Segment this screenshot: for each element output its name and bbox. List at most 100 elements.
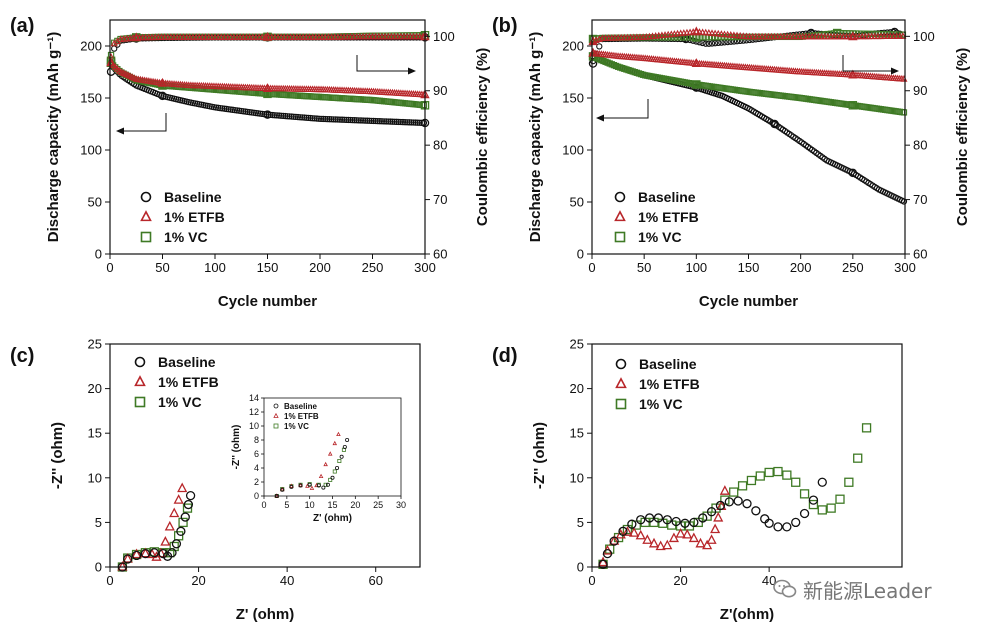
panel-c-y-tick-label: 20: [88, 381, 102, 396]
panel-a-y2-axis-label: Coulombic efficiency (%): [474, 48, 491, 226]
panel-b-point-1-etfb-efficiency: [711, 29, 719, 37]
panel-c-y-tick-label: 5: [95, 515, 102, 530]
panel-d-point-baseline: [644, 513, 655, 523]
panel-b-y2-tick-label: 90: [913, 83, 927, 98]
panel-d-series-1-etfb: [597, 485, 730, 567]
panel-c-y-tick-label: 0: [95, 560, 102, 575]
panel-c-inset-point-baseline: [345, 437, 350, 442]
panel-a-y2-tick-label: 60: [433, 247, 447, 262]
panel-c-inset-point-1-vc: [323, 482, 328, 487]
panel-b-point-1-vc-capacity-key: [692, 80, 701, 89]
panel-b-point-1-etfb-efficiency: [736, 31, 744, 39]
panel-d-point-baseline: [671, 516, 681, 527]
panel-b-x-tick-label: 100: [685, 260, 707, 275]
panel-a-point-baseline-capacity: [416, 119, 423, 126]
panel-b-x-tick-label: 0: [588, 260, 595, 275]
panel-c-inset-point-1-vc: [332, 469, 337, 474]
panel-d-point-1-etfb: [675, 528, 686, 538]
panel-c-point-baseline: [183, 499, 194, 510]
panel-c-inset-point-baseline: [307, 482, 312, 487]
panel-a-point-baseline-capacity: [351, 117, 358, 124]
panel-d-point-1-etfb: [710, 523, 721, 534]
panel-a-point-baseline-capacity: [401, 119, 409, 126]
panel-d-panel-label: (d): [492, 345, 518, 367]
panel-a-point-baseline-capacity: [311, 115, 318, 122]
panel-a-point-baseline-capacity: [322, 115, 329, 123]
watermark-text: 新能源Leader: [803, 578, 932, 603]
panel-a-point-baseline-capacity-key: [263, 110, 272, 119]
panel-a-legend-label-1-etfb: 1% ETFB: [164, 209, 225, 225]
panel-d-point-1-vc: [764, 467, 774, 478]
panel-b-point-1-etfb-efficiency: [733, 31, 741, 39]
panel-a-point-baseline-capacity: [324, 115, 331, 123]
panel-c-inset-y-tick-label: 8: [254, 435, 259, 445]
panel-a-point-baseline-capacity: [399, 118, 407, 126]
panel-a-point-baseline-capacity: [288, 113, 295, 120]
panel-d-point-1-vc: [755, 471, 765, 481]
panel-a-point-baseline-capacity: [391, 118, 398, 125]
panel-c-x-tick-label: 20: [191, 573, 205, 588]
panel-d-point-baseline: [618, 526, 628, 536]
panel-a-series-1-etfb-efficiency: [106, 31, 430, 67]
panel-b-legend-marker-baseline: [614, 191, 626, 203]
panel-a-point-1-etfb-capacity-key: [157, 77, 168, 87]
panel-b-point-1-etfb-efficiency: [739, 32, 747, 39]
panel-c-point-1-etfb: [169, 507, 180, 518]
panel-a-point-baseline-capacity: [359, 117, 367, 124]
panel-c-inset-x-tick-label: 25: [373, 500, 383, 510]
panel-b-point-baseline-efficiency: [708, 40, 716, 47]
panel-d-x-tick-label: 40: [762, 573, 776, 588]
panel-b-point-1-etfb-efficiency: [702, 28, 710, 36]
panel-c-inset-point-1-etfb: [332, 440, 338, 446]
panel-d-point-baseline: [760, 514, 770, 524]
panel-a-point-baseline-capacity: [345, 116, 352, 124]
panel-c-inset-y-tick-label: 0: [254, 491, 259, 501]
panel-a-x-tick-label: 200: [309, 260, 331, 275]
panel-a-point-baseline-capacity: [389, 118, 396, 125]
panel-a-point-baseline-capacity: [382, 118, 390, 125]
panel-b-x-tick-label: 50: [637, 260, 651, 275]
panel-c-inset-y-tick-label: 2: [254, 477, 259, 487]
panel-b-point-baseline-efficiency: [711, 40, 719, 47]
panel-c-inset-point-1-etfb: [309, 485, 315, 490]
panel-a-point-baseline-capacity: [385, 118, 392, 125]
panel-b-y-tick-label: 0: [577, 247, 584, 262]
panel-a-point-baseline-capacity: [315, 115, 323, 122]
panel-a-point-baseline-capacity: [271, 112, 278, 119]
panel-a-series-group: [106, 30, 430, 128]
panel-b-axis-arrow-head-0: [596, 114, 604, 122]
panel-c-x-axis-label: Z' (ohm): [236, 606, 295, 623]
panel-a-point-baseline-capacity: [313, 115, 320, 122]
panel-d-point-baseline: [751, 506, 761, 516]
panel-a-point-baseline-capacity: [309, 115, 316, 122]
panel-d-legend-label-1-etfb: 1% ETFB: [639, 376, 700, 392]
panel-c-axes-frame: [109, 343, 421, 568]
panel-d-point-1-vc: [737, 481, 748, 491]
panel-a-point-baseline-capacity: [286, 113, 293, 120]
panel-a-axis-arrow-head-1: [408, 67, 416, 75]
panel-a-legend-marker-1-etfb: [140, 210, 152, 222]
panel-d-legend-label-baseline: Baseline: [639, 356, 697, 372]
panel-c-point-1-vc: [169, 541, 179, 552]
panel-c-point-1-etfb: [117, 561, 128, 571]
panel-b-point-1-etfb-efficiency: [899, 32, 907, 39]
panel-d-point-1-vc: [835, 494, 845, 504]
panel-a-point-baseline-capacity-key: [158, 91, 167, 101]
panel-d-point-baseline: [609, 536, 619, 546]
panel-b-legend-label-1-etfb: 1% ETFB: [638, 209, 699, 225]
panel-a-point-baseline-capacity: [336, 116, 344, 123]
panel-c-inset-point-baseline: [321, 485, 326, 490]
panel-a-point-baseline-capacity: [307, 114, 314, 122]
panel-d-point-1-etfb: [648, 537, 660, 548]
panel-a-point-baseline-capacity: [406, 119, 413, 126]
panel-c-inset-point-baseline: [280, 487, 285, 492]
panel-b-point-baseline-efficiency: [705, 40, 713, 47]
panel-a-legend-marker-baseline: [140, 191, 152, 203]
panel-c-inset-x-tick-label: 10: [305, 500, 315, 510]
watermark: 新能源Leader: [773, 576, 932, 603]
panel-c-inset-point-1-vc: [328, 477, 333, 482]
panel-c-point-baseline: [123, 554, 133, 564]
panel-b-series-group: [588, 26, 908, 205]
panel-b-point-1-etfb-efficiency: [699, 28, 707, 36]
